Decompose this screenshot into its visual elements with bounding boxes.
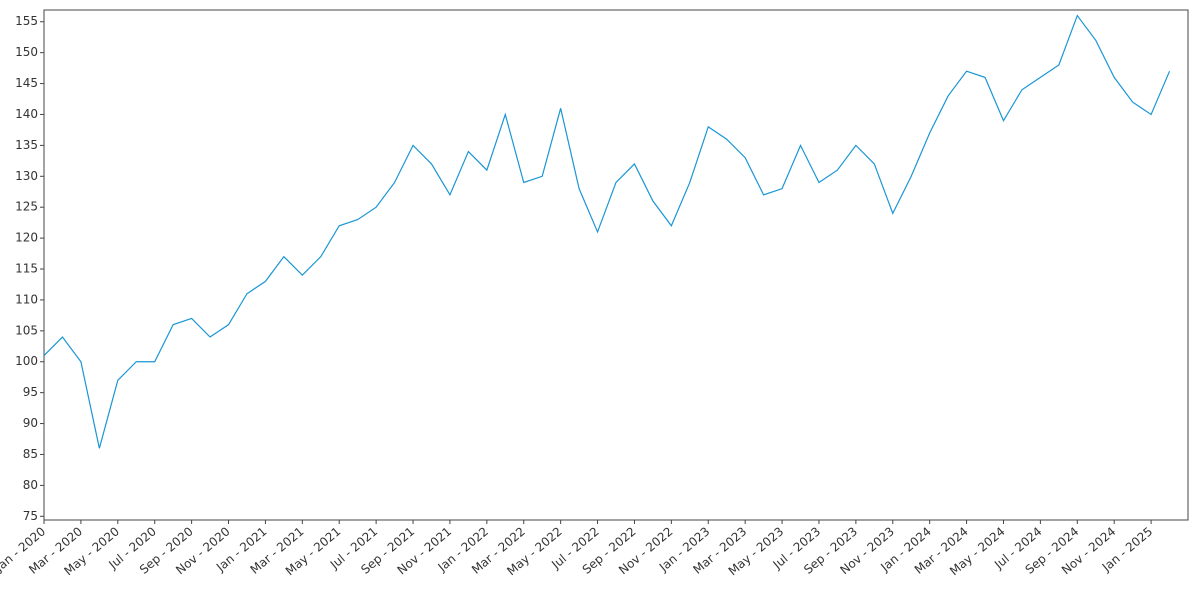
y-tick-label: 130 (15, 169, 38, 183)
y-tick-label: 75 (23, 509, 38, 523)
y-tick-label: 150 (15, 45, 38, 59)
y-tick-label: 110 (15, 292, 38, 306)
y-tick-label: 125 (15, 200, 38, 214)
y-tick-label: 155 (15, 14, 38, 28)
y-tick-label: 90 (23, 416, 38, 430)
y-tick-label: 115 (15, 262, 38, 276)
y-tick-label: 120 (15, 231, 38, 245)
y-tick-label: 100 (15, 354, 38, 368)
y-tick-label: 80 (23, 478, 38, 492)
y-tick-label: 95 (23, 385, 38, 399)
price-line (43, 14, 1171, 449)
y-tick-label: 145 (15, 76, 38, 90)
y-tick-label: 135 (15, 138, 38, 152)
plot-frame (43, 9, 1189, 521)
y-tick-label: 85 (23, 447, 38, 461)
y-tick-label: 105 (15, 323, 38, 337)
y-tick-label: 140 (15, 107, 38, 121)
